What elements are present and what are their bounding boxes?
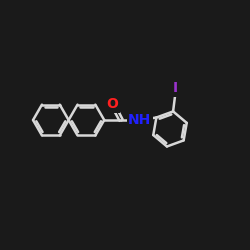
Text: O: O: [107, 97, 118, 111]
Text: NH: NH: [128, 113, 151, 127]
Text: I: I: [173, 81, 178, 95]
